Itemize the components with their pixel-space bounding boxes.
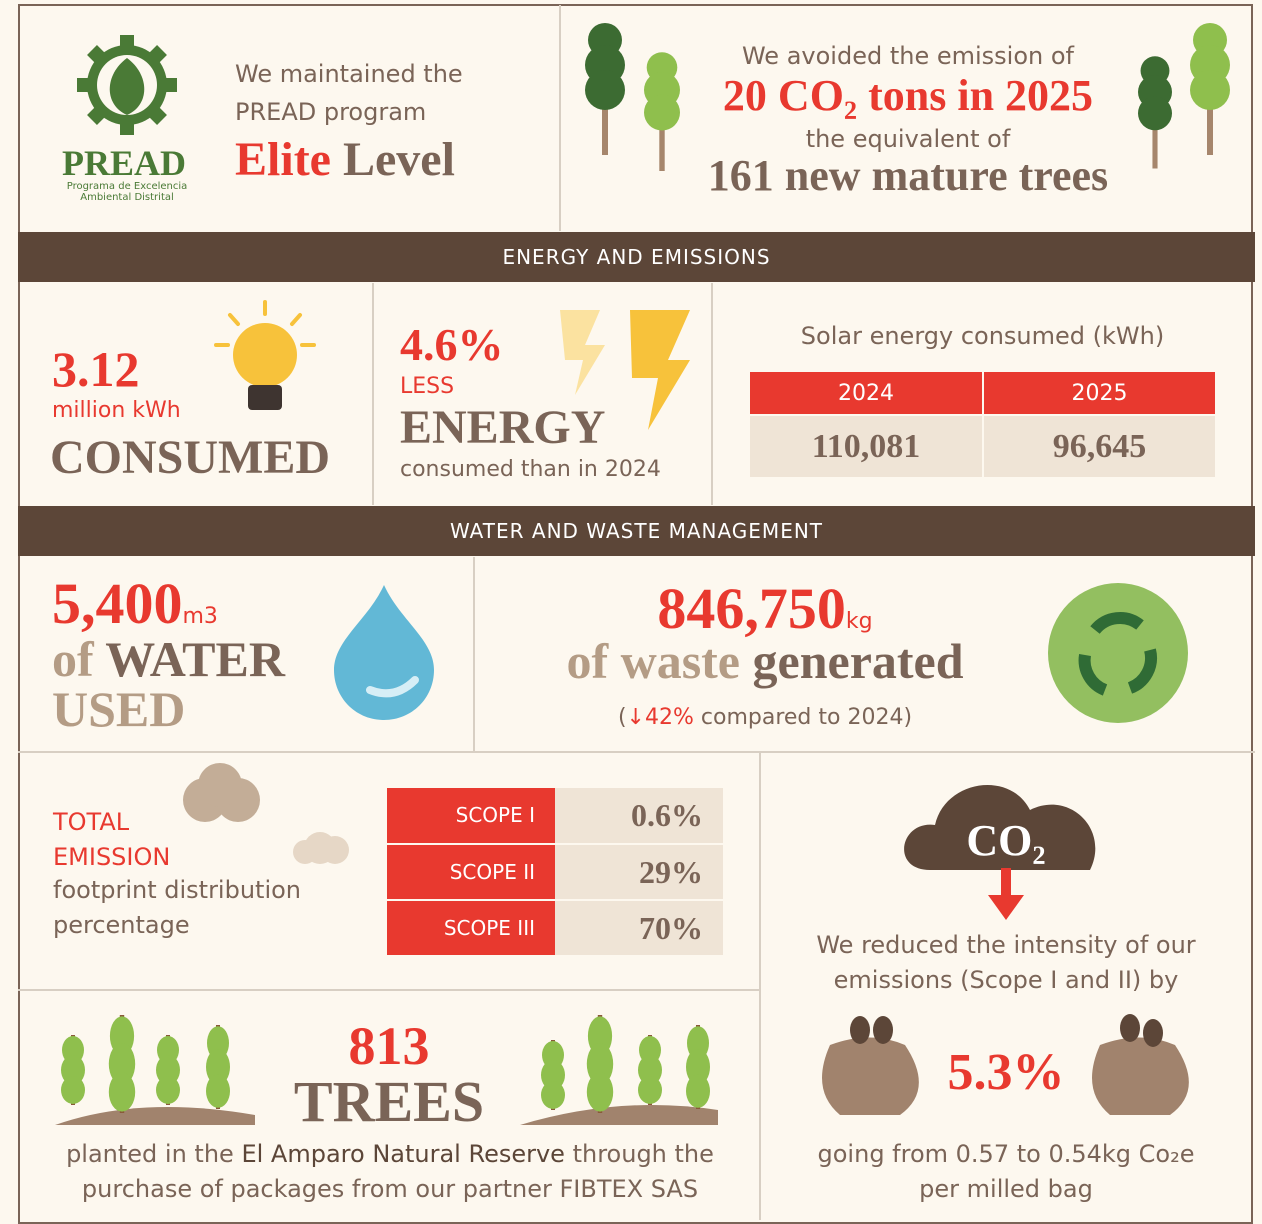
value: 4.6%	[400, 318, 504, 371]
table-cell: 96,645	[984, 416, 1215, 477]
scope-value: 29%	[555, 845, 703, 899]
co2: CO₂	[900, 815, 1112, 866]
text: compared to 2024)	[701, 705, 912, 730]
table-cell: 110,081	[750, 416, 982, 477]
highlight: 20 CO₂ tons in 2025	[600, 70, 1216, 121]
logo-name: PREAD	[62, 142, 186, 184]
level: Elite	[235, 133, 331, 186]
change: ↓42%	[627, 705, 694, 730]
text: of	[52, 631, 94, 687]
label: TREES	[18, 1068, 760, 1135]
note: consumed than in 2024	[400, 457, 661, 482]
label: ENERGY	[400, 400, 605, 455]
label: LESS	[400, 374, 454, 399]
text: planted in the	[66, 1140, 234, 1168]
text: of waste	[566, 633, 740, 689]
label: CONSUMED	[50, 430, 330, 485]
text: generated	[753, 633, 964, 689]
scope-value: 0.6%	[555, 788, 703, 842]
unit: kg	[846, 609, 873, 634]
scope-name: SCOPE III	[387, 901, 535, 955]
value: 5,400	[52, 571, 183, 636]
section-bar: ENERGY AND EMISSIONS	[18, 232, 1255, 282]
text: El Amparo Natural Reserve	[241, 1140, 564, 1168]
text: We maintained the	[235, 60, 463, 88]
text: the equivalent of	[600, 125, 1216, 153]
text: PREAD program	[235, 98, 426, 126]
scope-name: SCOPE II	[387, 845, 535, 899]
table-header: 2025	[984, 372, 1215, 414]
label: footprint distribution percentage	[53, 873, 343, 943]
text: USED	[52, 680, 185, 738]
label: TOTAL EMISSION	[53, 805, 193, 875]
page: PREAD Programa de Excelencia Ambiental D…	[0, 0, 1262, 1220]
text: We reduced the intensity of our emission…	[800, 928, 1212, 998]
table-title: Solar energy consumed (kWh)	[750, 322, 1215, 350]
logo-sub: Programa de Excelencia Ambiental Distrit…	[62, 181, 192, 203]
table-header: 2024	[750, 372, 982, 414]
text: WATER	[105, 631, 285, 687]
highlight: 161 new mature trees	[600, 150, 1216, 201]
value: 5.3%	[900, 1043, 1112, 1102]
scope-name: SCOPE I	[387, 788, 535, 842]
text: We avoided the emission of	[600, 42, 1216, 70]
unit: m3	[183, 604, 218, 629]
scope-value: 70%	[555, 901, 703, 955]
unit: million kWh	[52, 398, 181, 423]
text: going from 0.57 to 0.54kg Co₂e per mille…	[800, 1137, 1212, 1207]
section-bar: WATER AND WASTE MANAGEMENT	[18, 506, 1255, 556]
level: Level	[343, 133, 455, 186]
value: 3.12	[52, 340, 140, 398]
text: (	[618, 705, 627, 730]
